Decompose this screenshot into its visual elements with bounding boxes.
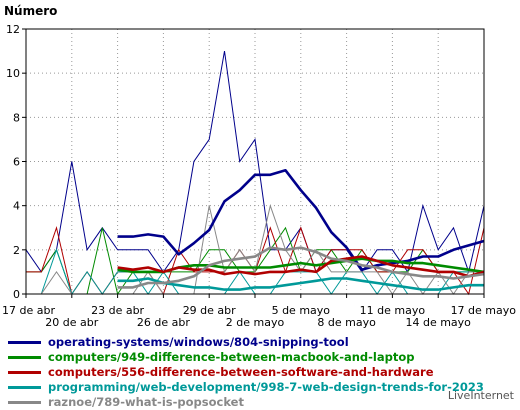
legend-label: computers/949-difference-between-macbook… bbox=[48, 350, 415, 364]
y-axis-ticks: 0 2 4 6 8 10 12 bbox=[6, 23, 26, 301]
legend-swatch bbox=[8, 356, 41, 359]
x-tick-label: 20 de abr bbox=[45, 316, 98, 329]
y-tick-label: 8 bbox=[13, 111, 20, 124]
credit-label: LiveInternet bbox=[447, 389, 514, 402]
x-tick-label: 14 de mayo bbox=[405, 316, 471, 329]
series-average-line bbox=[117, 246, 485, 289]
legend-label: raznoe/789-what-is-popsocket bbox=[48, 395, 244, 409]
grid bbox=[26, 29, 484, 294]
x-tick-label: 23 de abr bbox=[91, 304, 144, 317]
x-tick-label: 17 de abr bbox=[2, 304, 55, 317]
x-tick-label: 17 de mayo bbox=[451, 304, 517, 317]
x-tick-label: 11 de mayo bbox=[360, 304, 426, 317]
x-tick-label: 2 de mayo bbox=[226, 316, 285, 329]
x-tick-label: 29 de abr bbox=[183, 304, 236, 317]
legend-swatch bbox=[8, 341, 41, 344]
legend-swatch bbox=[8, 401, 41, 404]
y-tick-label: 4 bbox=[13, 200, 20, 213]
y-tick-label: 0 bbox=[13, 288, 20, 301]
legend-swatch bbox=[8, 386, 41, 389]
series-lines bbox=[25, 51, 485, 296]
series-average-line bbox=[117, 169, 485, 272]
y-tick-label: 2 bbox=[13, 244, 20, 257]
y-tick-label: 12 bbox=[6, 23, 20, 36]
series-average-line bbox=[117, 277, 484, 291]
legend-label: programming/web-development/998-7-web-de… bbox=[48, 380, 484, 394]
legend-label: computers/556-difference-between-softwar… bbox=[48, 365, 434, 379]
series-average-line bbox=[117, 255, 485, 278]
x-tick-label: 5 de mayo bbox=[272, 304, 331, 317]
legend-swatch bbox=[8, 371, 41, 374]
y-axis-title: Número bbox=[4, 4, 57, 18]
y-tick-label: 6 bbox=[13, 156, 20, 169]
plot-frame bbox=[25, 28, 485, 295]
legend-label: operating-systems/windows/804-snipping-t… bbox=[48, 335, 349, 349]
x-tick-label: 8 de mayo bbox=[317, 316, 376, 329]
x-tick-label: 26 de abr bbox=[137, 316, 190, 329]
y-tick-label: 10 bbox=[6, 67, 20, 80]
